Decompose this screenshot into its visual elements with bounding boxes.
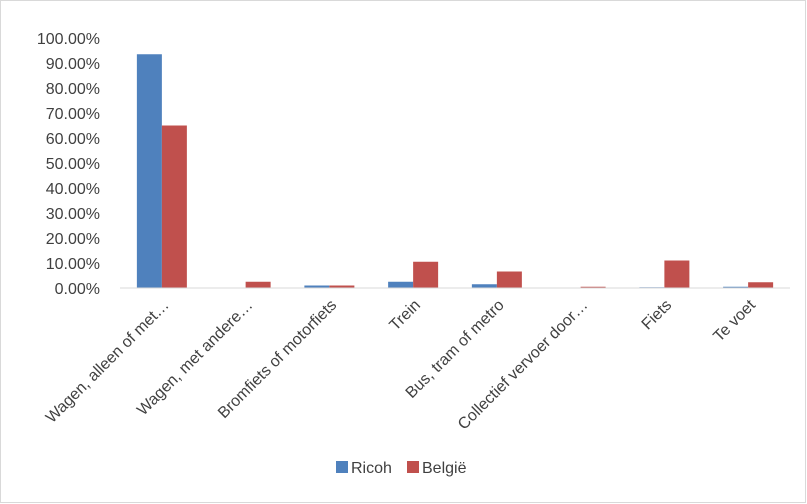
- y-tick-label: 40.00%: [46, 181, 100, 198]
- y-tick-label: 50.00%: [46, 156, 100, 173]
- y-tick-label: 10.00%: [46, 256, 100, 273]
- y-tick-label: 80.00%: [46, 81, 100, 98]
- y-tick-label: 20.00%: [46, 231, 100, 248]
- bar-belgi--6: [664, 260, 690, 288]
- y-tick-label: 70.00%: [46, 106, 100, 123]
- legend: Ricoh België: [336, 460, 467, 477]
- bar-ricoh-0: [136, 54, 162, 288]
- y-tick-label: 100.00%: [37, 31, 100, 48]
- bar-ricoh-4: [471, 284, 497, 288]
- bar-ricoh-3: [388, 281, 414, 288]
- y-axis: 0.00% 10.00% 20.00% 30.00% 40.00% 50.00% 60.00…: [37, 31, 100, 298]
- y-tick-label: 30.00%: [46, 206, 100, 223]
- legend-label: Ricoh: [351, 460, 392, 477]
- bar-belgi--2: [329, 285, 355, 288]
- bars: [136, 54, 774, 288]
- bar-belgi--7: [748, 282, 774, 288]
- legend-swatch: [407, 461, 419, 473]
- bar-belgi--4: [496, 271, 522, 288]
- y-tick-label: 0.00%: [55, 281, 100, 298]
- bar-ricoh-7: [723, 286, 749, 288]
- legend-label: België: [422, 460, 467, 477]
- bar-belgi--1: [245, 281, 271, 288]
- y-tick-label: 90.00%: [46, 56, 100, 73]
- y-tick-label: 60.00%: [46, 131, 100, 148]
- bar-belgi--3: [413, 261, 439, 288]
- bar-belgi--0: [161, 125, 187, 288]
- legend-swatch: [336, 461, 348, 473]
- bar-belgi--5: [580, 286, 606, 288]
- bar-ricoh-2: [304, 285, 330, 288]
